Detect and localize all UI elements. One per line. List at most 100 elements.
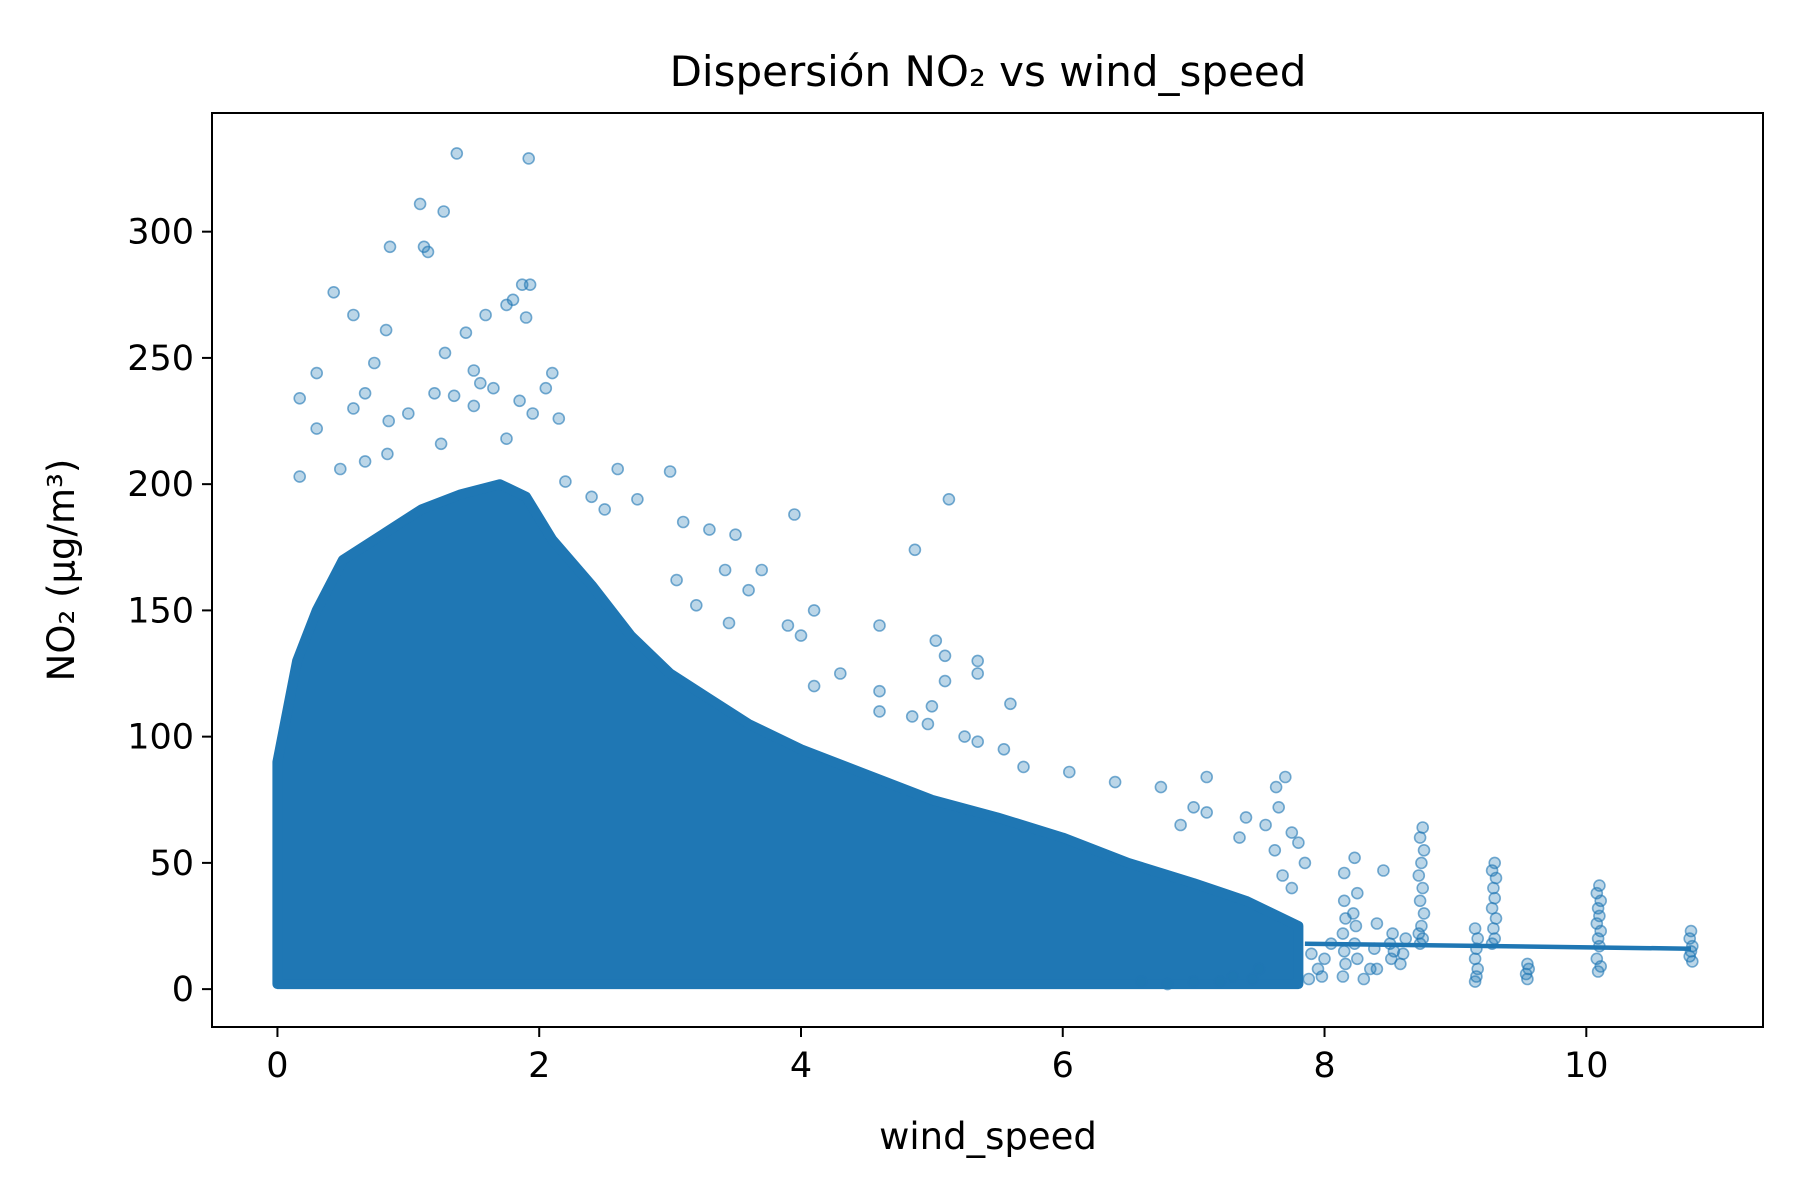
scatter-point bbox=[1386, 927, 1399, 940]
scatter-point bbox=[703, 523, 716, 536]
scatter-point bbox=[1276, 869, 1289, 882]
scatter-point bbox=[1108, 775, 1122, 789]
scatter-point bbox=[1468, 952, 1482, 966]
scatter-point bbox=[1489, 871, 1503, 885]
x-tick-label: 0 bbox=[266, 1046, 288, 1086]
scatter-point bbox=[1364, 962, 1377, 976]
scatter-point bbox=[310, 366, 324, 380]
scatter-point bbox=[310, 422, 324, 435]
x-axis-ticks: 0 2 4 6 8 10 bbox=[266, 1027, 1609, 1086]
scatter-point bbox=[1292, 836, 1305, 850]
scatter-point bbox=[908, 543, 922, 557]
scatter-point bbox=[1302, 972, 1316, 986]
scatter-point bbox=[1488, 891, 1501, 905]
scatter-point bbox=[1305, 947, 1318, 961]
scatter-point bbox=[1413, 831, 1427, 844]
y-tick-label: 250 bbox=[127, 339, 194, 379]
scatter-point bbox=[413, 197, 427, 211]
scatter-point bbox=[755, 563, 769, 577]
scatter-point bbox=[379, 323, 393, 337]
scatter-point bbox=[1417, 907, 1431, 920]
scatter-point bbox=[367, 356, 381, 370]
scatter-point bbox=[971, 667, 985, 680]
scatter-point bbox=[383, 240, 397, 254]
scatter-point bbox=[519, 311, 533, 324]
scatter-point bbox=[1468, 922, 1482, 935]
scatter-point bbox=[467, 399, 481, 413]
scatter-point bbox=[459, 326, 473, 340]
scatter-point bbox=[1468, 975, 1482, 988]
scatter-point bbox=[1591, 965, 1605, 978]
scatter-point bbox=[742, 583, 755, 597]
scatter-point bbox=[1213, 975, 1227, 988]
scatter-point bbox=[1268, 843, 1282, 857]
scatter-point bbox=[1233, 831, 1246, 844]
scatter-point bbox=[1370, 917, 1384, 930]
scatter-point bbox=[381, 447, 394, 461]
scatter-point bbox=[788, 508, 801, 521]
scatter-point bbox=[1412, 869, 1426, 882]
scatter-point bbox=[1226, 970, 1240, 983]
scatter-point bbox=[718, 563, 732, 577]
scatter-point bbox=[526, 407, 540, 420]
scatter-point bbox=[434, 437, 448, 451]
scatter-point bbox=[1187, 800, 1200, 814]
scatter-point bbox=[1416, 821, 1429, 834]
scatter-point bbox=[347, 308, 360, 322]
scatter-point bbox=[421, 245, 435, 259]
x-axis-label: wind_speed bbox=[879, 1115, 1097, 1158]
scatter-point bbox=[1252, 962, 1266, 976]
scatter-point bbox=[1415, 856, 1428, 870]
scatter-point bbox=[333, 462, 347, 476]
scatter-point bbox=[1259, 818, 1272, 832]
plot-area bbox=[272, 147, 1699, 991]
scatter-point bbox=[722, 616, 736, 630]
y-tick-label: 50 bbox=[149, 844, 194, 884]
scatter-point bbox=[1269, 780, 1283, 794]
scatter-point bbox=[1187, 975, 1200, 988]
scatter-point bbox=[450, 147, 464, 160]
scatter-point bbox=[873, 684, 886, 698]
scatter-point bbox=[1377, 864, 1390, 877]
scatter-point bbox=[873, 619, 886, 632]
scatter-point bbox=[921, 717, 935, 731]
scatter-point bbox=[382, 414, 396, 428]
scatter-point bbox=[1017, 760, 1030, 774]
scatter-point bbox=[1285, 881, 1299, 895]
scatter-point bbox=[473, 376, 487, 390]
scatter-point bbox=[539, 381, 553, 395]
scatter-point bbox=[1417, 843, 1431, 857]
scatter-point bbox=[1349, 919, 1363, 933]
scatter-point bbox=[479, 308, 492, 322]
chart-title: Dispersión NO₂ vs wind_speed bbox=[670, 47, 1307, 96]
scatter-point bbox=[997, 742, 1011, 756]
x-tick-label: 6 bbox=[1052, 1046, 1074, 1086]
scatter-point bbox=[513, 394, 526, 408]
scatter-point bbox=[1298, 856, 1312, 870]
scatter-point bbox=[794, 629, 808, 642]
scatter-point bbox=[971, 654, 985, 668]
scatter-point bbox=[971, 735, 985, 749]
scatter-point bbox=[1337, 894, 1351, 908]
scatter-point bbox=[689, 598, 703, 612]
scatter-point bbox=[729, 528, 742, 542]
scatter-point bbox=[1487, 881, 1500, 895]
scatter-point bbox=[500, 432, 513, 446]
scatter-point bbox=[347, 402, 360, 415]
scatter-point bbox=[500, 298, 513, 312]
scatter-point bbox=[1239, 811, 1253, 824]
scatter-point bbox=[670, 573, 683, 587]
scatter-point bbox=[1471, 932, 1484, 945]
scatter-point bbox=[873, 705, 886, 718]
scatter-point bbox=[1351, 886, 1364, 900]
plot-frame bbox=[211, 112, 1764, 1028]
x-tick-label: 4 bbox=[790, 1046, 812, 1086]
scatter-point bbox=[1337, 866, 1351, 880]
y-axis-ticks: 0 50 100 150 200 250 300 bbox=[127, 213, 212, 1010]
scatter-point bbox=[293, 391, 307, 405]
scatter-point bbox=[438, 346, 452, 360]
scatter-point bbox=[1135, 975, 1148, 988]
scatter-point bbox=[437, 205, 451, 218]
scatter-point bbox=[487, 381, 500, 395]
